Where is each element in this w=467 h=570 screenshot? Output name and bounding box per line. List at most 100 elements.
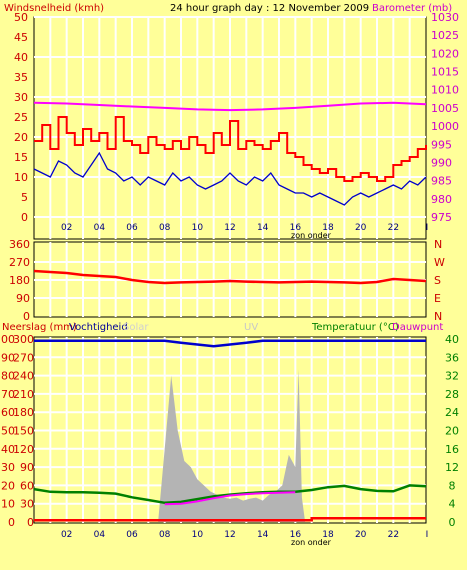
barometer-tick-label: 1015 — [431, 66, 459, 79]
barometer-tick-label: 1000 — [431, 120, 459, 133]
barometer-tick-label: 990 — [431, 156, 452, 169]
humidity-tick-label: 80 — [1, 370, 15, 383]
wind-tick-label: 45 — [14, 31, 28, 44]
solar-tick-label: 120 — [13, 443, 34, 456]
humidity-tick-label: 90 — [1, 351, 15, 364]
sunset-label: zon onder — [291, 231, 332, 240]
barometer-tick-label: 995 — [431, 138, 452, 151]
barometer-tick-label: 1005 — [431, 102, 459, 115]
barometer-line — [33, 101, 427, 112]
sunset-label-bottom: zon onder — [291, 538, 332, 547]
wind-axis-label: Windsnelheid (kmh) — [4, 3, 104, 14]
rain-humidity-temperature-panel: Neerslag (mm) Vochtigheid Solar UV Tempe… — [0, 322, 459, 547]
barometer-tick-label: 975 — [431, 211, 452, 224]
hour-tick-label: 02 — [61, 223, 72, 233]
humidity-tick-label: 30 — [1, 461, 15, 474]
temperature-tick-label: 12 — [445, 461, 459, 474]
solar-tick-label: 30 — [20, 498, 34, 511]
wind-tick-label: 0 — [21, 211, 28, 224]
hour-tick-label: 14 — [257, 530, 269, 540]
hour-tick-label: 02 — [61, 530, 72, 540]
hour-tick-label: 04 — [94, 223, 106, 233]
dewpoint-line — [164, 491, 296, 506]
panel1-hour-ticks: 02 04 06 08 10 12 14 16 18 20 22 I — [61, 223, 428, 233]
wind-tick-label: 35 — [14, 71, 28, 84]
wind-tick-label: 30 — [14, 91, 28, 104]
panel2-degree-ticks: 360 270 180 90 0 — [9, 238, 30, 323]
direction-tick-label: 360 — [9, 238, 30, 251]
temperature-tick-label: 8 — [449, 479, 456, 492]
solar-tick-label: 180 — [13, 406, 34, 419]
temperature-tick-label: 28 — [445, 388, 459, 401]
compass-tick-label: E — [434, 292, 441, 305]
solar-tick-label: 0 — [27, 516, 34, 529]
solar-tick-label: 60 — [20, 479, 34, 492]
temperature-tick-label: 16 — [445, 443, 459, 456]
compass-tick-label: N — [434, 238, 442, 251]
solar-tick-label: 210 — [13, 388, 34, 401]
humidity-tick-label: 60 — [1, 406, 15, 419]
wind-direction-line — [33, 269, 427, 285]
humidity-line — [34, 339, 426, 348]
direction-tick-label: 0 — [23, 310, 30, 323]
temperature-tick-label: 32 — [445, 370, 459, 383]
humidity-tick-label: 100 — [0, 333, 15, 346]
solar-area — [158, 369, 306, 522]
barometer-tick-label: 1010 — [431, 84, 459, 97]
wind-barometer-panel: Windsnelheid (kmh) 24 hour graph day : 1… — [4, 3, 459, 240]
hour-tick-label: 08 — [159, 223, 171, 233]
wind-gust-line — [34, 116, 427, 182]
humidity-tick-label: 10 — [1, 498, 15, 511]
humidity-tick-label: 50 — [1, 425, 15, 438]
humidity-tick-label: 20 — [1, 479, 15, 492]
wind-tick-label: 10 — [14, 171, 28, 184]
wind-tick-label: 5 — [21, 191, 28, 204]
hour-end-tick: I — [426, 223, 429, 233]
solar-tick-label: 300 — [13, 333, 34, 346]
hour-tick-label: 22 — [388, 530, 399, 540]
direction-tick-label: 270 — [9, 256, 30, 269]
hour-tick-label: 14 — [257, 223, 269, 233]
chart-title: 24 hour graph day : 12 November 2009 — [170, 3, 369, 14]
hour-tick-label: 20 — [355, 223, 367, 233]
hour-tick-label: 10 — [192, 530, 204, 540]
direction-tick-label: 180 — [9, 274, 30, 287]
hour-tick-label: 04 — [94, 530, 106, 540]
hour-tick-label: 06 — [126, 530, 138, 540]
compass-tick-label: S — [434, 274, 441, 287]
barometer-axis-label: Barometer (mb) — [372, 3, 452, 14]
temperature-axis-label: Temperatuur (°C) — [311, 322, 399, 333]
temperature-tick-label: 0 — [449, 516, 456, 529]
solar-tick-label: 240 — [13, 370, 34, 383]
barometer-tick-label: 1025 — [431, 29, 459, 42]
barometer-tick-label: 985 — [431, 175, 452, 188]
hour-tick-label: 10 — [192, 223, 204, 233]
hour-tick-label: 06 — [126, 223, 138, 233]
panel1-barometer-ticks: 1030 1025 1020 1015 1010 1005 1000 995 990 985 980… — [431, 11, 459, 224]
compass-tick-label: W — [434, 256, 445, 269]
temperature-tick-label: 4 — [449, 498, 456, 511]
barometer-tick-label: 1020 — [431, 47, 459, 60]
dewpoint-axis-label: Dauwpunt — [392, 322, 443, 333]
wind-tick-label: 15 — [14, 151, 28, 164]
barometer-tick-label: 980 — [431, 193, 452, 206]
hour-tick-label: 12 — [224, 223, 235, 233]
wind-tick-label: 25 — [14, 111, 28, 124]
hour-tick-label: 22 — [388, 223, 399, 233]
temperature-tick-label: 24 — [445, 406, 459, 419]
hour-tick-label: 18 — [322, 530, 334, 540]
hour-tick-label: 16 — [290, 530, 302, 540]
barometer-tick-label: 1030 — [431, 11, 459, 24]
solar-tick-label: 270 — [13, 351, 34, 364]
panel3-humidity-ticks: 1009080706050403020100 — [0, 333, 15, 529]
uv-axis-label: UV — [244, 322, 258, 333]
rain-line — [34, 517, 426, 522]
wind-tick-label: 40 — [14, 51, 28, 64]
